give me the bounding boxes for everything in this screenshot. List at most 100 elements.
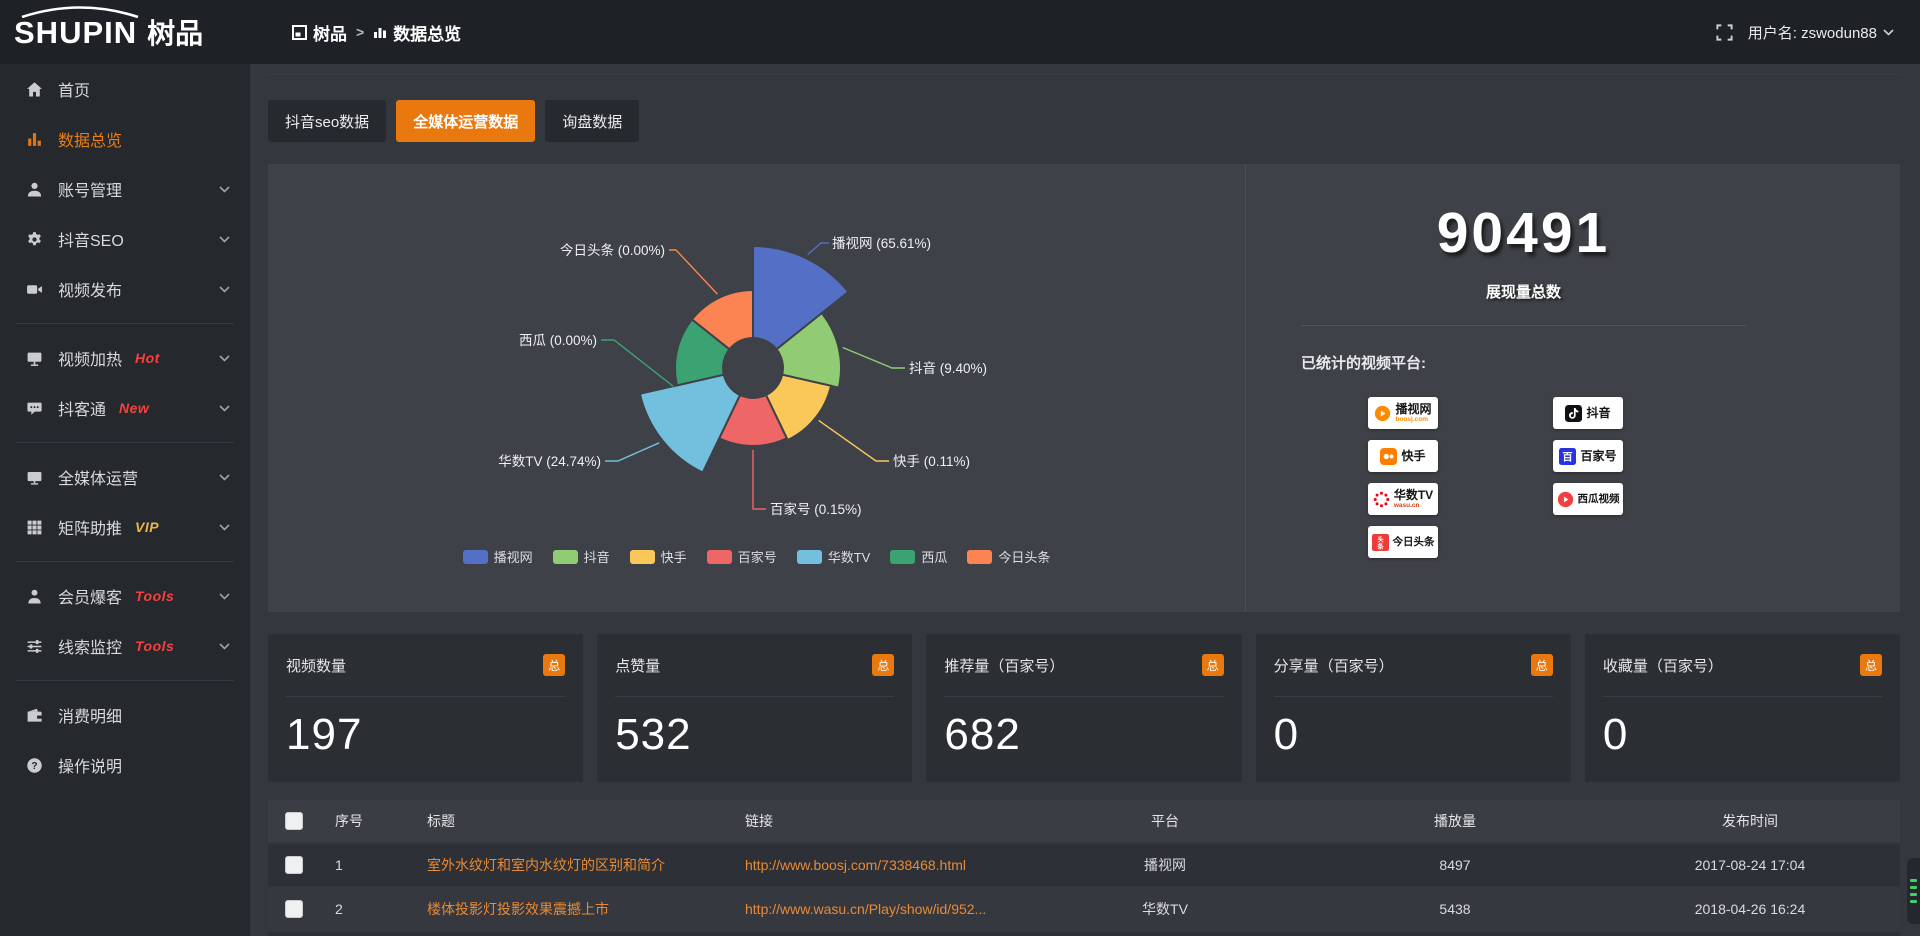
vip-badge: VIP <box>135 519 160 535</box>
stat-card-1: 视频数量 总 197 <box>268 634 584 782</box>
column-header: 标题 <box>427 813 455 829</box>
platform-share-rose-chart: 播视网 (65.61%) 抖音 (9.40%) 快手 (0.11%) 百家号 (0.1… <box>498 236 987 517</box>
row-checkbox[interactable] <box>285 856 303 874</box>
video-title-link[interactable]: 室外水纹灯和室内水纹灯的区别和简介 <box>427 857 665 873</box>
legend-item-1[interactable]: 播视网 <box>462 547 533 566</box>
legend-label: 快手 <box>660 550 687 565</box>
label-line <box>807 242 829 256</box>
stat-card-4: 分享量（百家号） 总 0 <box>1255 634 1571 782</box>
video-url-link[interactable]: http://www.wasu.cn/Play/show/id/952... <box>745 901 987 917</box>
table-row-clipped <box>268 932 1900 936</box>
chevron-down-icon <box>219 473 230 481</box>
monitor-icon <box>27 471 42 485</box>
breadcrumb-separator: > <box>356 24 365 40</box>
table-header-row: 序号 标题 链接 平台 播放量 发布时间 <box>268 800 1900 842</box>
tools-badge: Tools <box>135 638 175 654</box>
home-icon <box>27 81 42 97</box>
pie-slice-7[interactable] <box>690 288 754 351</box>
wasu-logo-icon <box>1373 491 1389 507</box>
fullscreen-icon[interactable] <box>1715 23 1734 42</box>
sidebar-item-omnimedia-ops[interactable]: 全媒体运营 <box>0 452 250 502</box>
legend-swatch <box>706 549 732 564</box>
sidebar-item-data-overview[interactable]: 数据总览 <box>0 114 250 164</box>
sidebar-item-account-mgmt[interactable]: 账号管理 <box>0 164 250 214</box>
platform-badge-boosj: 播视网 boosj.com <box>1368 397 1438 429</box>
video-data-table: 序号 标题 链接 平台 播放量 发布时间 1 室外水纹灯和室内水纹灯的区别和简介 http://… <box>268 800 1900 936</box>
sidebar-item-help[interactable]: ? 操作说明 <box>0 740 250 790</box>
edge-dash <box>1910 900 1917 903</box>
legend-item-5[interactable]: 华数TV <box>796 547 870 566</box>
row-index: 1 <box>335 857 343 873</box>
legend-item-3[interactable]: 快手 <box>629 547 687 566</box>
chevron-down-icon <box>219 185 230 193</box>
pie-slice-1[interactable] <box>752 244 850 351</box>
hot-badge: Hot <box>135 350 160 366</box>
platforms-heading: 已统计的视频平台: <box>1301 355 1426 372</box>
new-badge: New <box>119 400 150 416</box>
sidebar-item-lead-monitor[interactable]: 线索监控 Tools <box>0 621 250 671</box>
pie-slice-3[interactable] <box>764 373 833 442</box>
slice-label: 华数TV (24.74%) <box>498 454 601 469</box>
table-row-1: 1 室外水纹灯和室内水纹灯的区别和简介 http://www.boosj.com/7… <box>268 844 1900 886</box>
xigua-logo-icon <box>1557 491 1573 507</box>
stat-card-2: 点赞量 总 532 <box>597 634 913 782</box>
sidebar-item-video-heat[interactable]: 视频加热 Hot <box>0 333 250 383</box>
sidebar-item-doketong[interactable]: 抖客通 New <box>0 383 250 433</box>
platform-badge-toutiao: 头条 今日头条 <box>1368 526 1438 558</box>
chevron-down-icon <box>1883 28 1894 36</box>
tab-omnimedia-data[interactable]: 全媒体运营数据 <box>396 100 536 142</box>
sidebar-item-home[interactable]: 首页 <box>0 64 250 114</box>
username-menu[interactable]: 用户名: zswodun88 <box>1748 22 1894 43</box>
platform-badge-douyin: 抖音 <box>1553 397 1623 429</box>
legend-item-4[interactable]: 百家号 <box>706 547 777 566</box>
screen-heat-icon <box>27 352 42 366</box>
pie-slice-5[interactable] <box>638 373 742 474</box>
stat-card-title: 收藏量（百家号） <box>1602 657 1723 675</box>
slice-label: 西瓜 (0.00%) <box>519 333 597 348</box>
legend-swatch <box>890 549 916 564</box>
sidebar-divider <box>16 561 234 562</box>
total-impressions-label: 展现量总数 <box>1485 284 1561 301</box>
chart-legend: 播视网 抖音 快手 百家号 华数TV 西瓜 今日头条 <box>268 547 1245 566</box>
tab-inquiry-data[interactable]: 询盘数据 <box>545 100 640 142</box>
data-tabs: 抖音seo数据 全媒体运营数据 询盘数据 <box>268 100 1900 142</box>
slice-label: 抖音 (9.40%) <box>909 360 987 376</box>
label-line <box>601 339 674 387</box>
sidebar-item-douyin-seo[interactable]: 抖音SEO <box>0 214 250 264</box>
stat-card-3: 推荐量（百家号） 总 682 <box>926 634 1242 782</box>
breadcrumb-current[interactable]: 数据总览 <box>373 20 461 45</box>
stat-card-value: 0 <box>1602 710 1629 759</box>
label-line <box>752 450 766 510</box>
stat-card-title: 点赞量 <box>615 657 661 675</box>
video-title-link[interactable]: 楼体投影灯投影效果震撼上市 <box>427 901 609 917</box>
table-row-2: 2 楼体投影灯投影效果震撼上市 http://www.wasu.cn/Play/sh… <box>268 888 1900 930</box>
pie-slice-6[interactable] <box>674 317 731 387</box>
legend-item-6[interactable]: 西瓜 <box>890 547 947 566</box>
row-checkbox[interactable] <box>285 900 303 918</box>
video-camera-icon <box>27 284 42 294</box>
breadcrumb-root[interactable]: 树品 <box>292 20 347 45</box>
sidebar-item-video-publish[interactable]: 视频发布 <box>0 264 250 314</box>
sidebar-item-spend-details[interactable]: 消费明细 <box>0 690 250 740</box>
tab-douyin-seo-data[interactable]: 抖音seo数据 <box>268 100 387 142</box>
legend-label: 百家号 <box>737 550 777 565</box>
title-cell: 室外水纹灯和室内水纹灯的区别和简介 <box>412 855 730 875</box>
legend-swatch <box>462 549 488 564</box>
sliders-icon <box>27 639 42 653</box>
legend-swatch <box>796 549 822 564</box>
stat-card-title: 视频数量 <box>286 657 347 675</box>
svg-text:头: 头 <box>1377 534 1384 543</box>
edge-scroll-widget[interactable] <box>1907 858 1920 924</box>
legend-item-7[interactable]: 今日头条 <box>967 547 1050 566</box>
video-url-link[interactable]: http://www.boosj.com/7338468.html <box>745 857 967 873</box>
legend-item-2[interactable]: 抖音 <box>552 547 610 566</box>
chevron-down-icon <box>219 285 230 293</box>
link-cell: http://www.wasu.cn/Play/show/id/952... <box>730 901 1020 917</box>
tools-badge: Tools <box>135 588 175 604</box>
edge-dash <box>1910 886 1917 889</box>
select-all-checkbox[interactable] <box>285 812 303 830</box>
sidebar-item-matrix-boost[interactable]: 矩阵助推 VIP <box>0 502 250 552</box>
sidebar-item-member-burst[interactable]: 会员爆客 Tools <box>0 571 250 621</box>
pie-slice-2[interactable] <box>775 311 842 389</box>
pie-slice-4[interactable] <box>717 393 789 448</box>
